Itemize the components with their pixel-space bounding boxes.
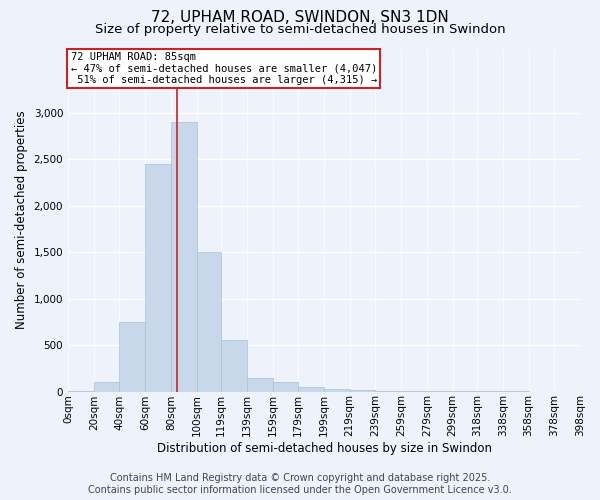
- Bar: [119, 322, 145, 392]
- Bar: [350, 390, 376, 392]
- Bar: [145, 164, 171, 392]
- X-axis label: Distribution of semi-detached houses by size in Swindon: Distribution of semi-detached houses by …: [157, 442, 491, 455]
- Text: 72, UPHAM ROAD, SWINDON, SN3 1DN: 72, UPHAM ROAD, SWINDON, SN3 1DN: [151, 10, 449, 25]
- Bar: [376, 390, 401, 392]
- Bar: [324, 389, 350, 392]
- Bar: [221, 340, 247, 392]
- Text: Size of property relative to semi-detached houses in Swindon: Size of property relative to semi-detach…: [95, 22, 505, 36]
- Bar: [197, 252, 221, 392]
- Bar: [298, 387, 324, 392]
- Bar: [247, 378, 272, 392]
- Bar: [171, 122, 197, 392]
- Text: 72 UPHAM ROAD: 85sqm
← 47% of semi-detached houses are smaller (4,047)
 51% of s: 72 UPHAM ROAD: 85sqm ← 47% of semi-detac…: [71, 52, 377, 86]
- Bar: [272, 382, 298, 392]
- Bar: [94, 382, 119, 392]
- Y-axis label: Number of semi-detached properties: Number of semi-detached properties: [15, 110, 28, 329]
- Text: Contains HM Land Registry data © Crown copyright and database right 2025.
Contai: Contains HM Land Registry data © Crown c…: [88, 474, 512, 495]
